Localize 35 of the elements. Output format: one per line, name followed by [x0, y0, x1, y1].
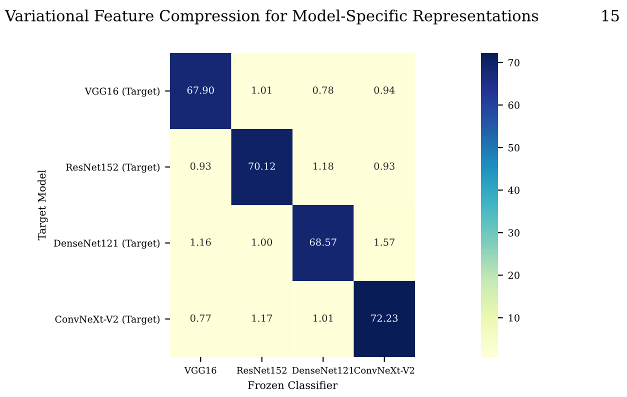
x-tick-label: VGG16	[184, 366, 216, 374]
text: 15	[602, 10, 619, 22]
color-bar-label: 30	[508, 229, 520, 236]
data-label: 1.17	[252, 314, 272, 322]
color-bar-label: 60	[508, 102, 520, 109]
color-bar-label: 10	[508, 314, 520, 322]
y-tick-label: ConvNeXt-V2 (Target)	[55, 315, 160, 325]
y-tick-label: VGG16 (Target)	[84, 87, 160, 97]
y-tick-label: DenseNet121 (Target)	[54, 239, 160, 249]
data-label: 1.01	[252, 86, 272, 94]
data-label: 1.18	[313, 162, 334, 170]
data-label: 68.57	[310, 238, 336, 246]
data-label: 0.93	[374, 162, 394, 170]
y-tick-label: ResNet152 (Target)	[66, 163, 160, 173]
data-label: 0.93	[190, 162, 211, 170]
color-bar-label: 40	[508, 186, 520, 194]
data-label: 1.00	[252, 238, 272, 246]
x-tick-label: DenseNet121	[292, 366, 354, 374]
x-axis-title: Frozen Classifier	[248, 381, 338, 390]
data-label: 67.90	[187, 86, 214, 94]
data-label: 1.57	[374, 238, 394, 246]
y-axis-title: Target Model	[38, 170, 48, 240]
chart-title: Variational Feature Compression for Model-Specific Representations	[4, 10, 538, 24]
data-label: 0.77	[190, 314, 211, 322]
data-label: 72.23	[371, 314, 398, 322]
data-label: 0.78	[312, 86, 334, 94]
color-bar-label: 20	[508, 272, 520, 280]
color-bar-label: 50	[508, 144, 520, 152]
x-tick-label: ResNet152	[236, 366, 286, 374]
x-tick-label: ConvNeXt-V2	[354, 366, 414, 374]
data-label: 0.94	[374, 86, 395, 94]
data-label: 1.16	[190, 238, 211, 246]
color-bar-label: 70	[508, 58, 520, 66]
data-label: 1.01	[313, 314, 333, 322]
data-label: 70.12	[248, 162, 275, 170]
